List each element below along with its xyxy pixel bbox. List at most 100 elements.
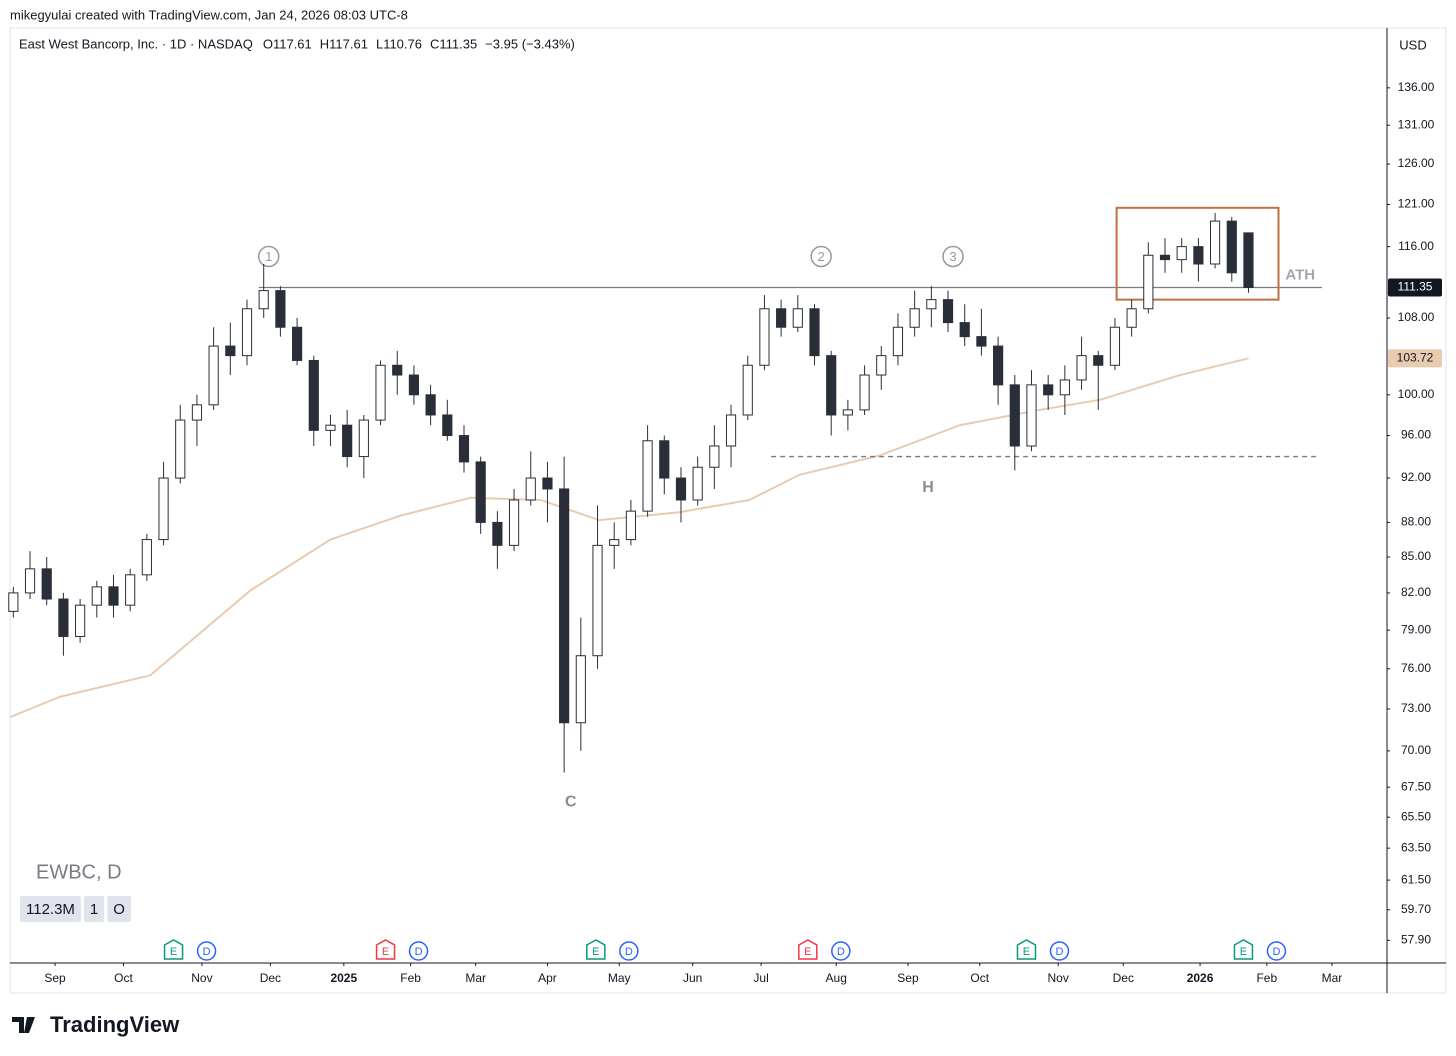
dividend-label: D — [1272, 946, 1280, 958]
earnings-marker[interactable] — [586, 939, 606, 960]
earnings-marker[interactable] — [1016, 939, 1037, 960]
pill-text: 112.3M — [26, 901, 75, 918]
candle-body — [1226, 220, 1237, 274]
dividend-marker[interactable] — [196, 941, 217, 961]
candle-body — [609, 539, 620, 546]
candle-body — [725, 414, 737, 447]
currency: USD — [1399, 37, 1426, 52]
candle-body — [859, 374, 870, 411]
x-tick-label: Mar — [1322, 971, 1343, 985]
candle-body — [91, 586, 102, 606]
candle-body — [275, 290, 286, 328]
earnings-marker[interactable] — [798, 939, 818, 960]
y-tick-label: 85.00 — [1401, 549, 1431, 563]
chart-frame — [9, 27, 1447, 994]
symbol: EWBC, D — [36, 861, 122, 883]
dividend-marker[interactable] — [1266, 941, 1287, 961]
footer-logo: TradingView — [50, 1012, 180, 1037]
candle-body — [375, 364, 386, 421]
peak-marker — [942, 245, 964, 268]
pill: 112.3M — [20, 896, 81, 922]
candle-body — [1176, 246, 1187, 261]
y-tick-label: 59.70 — [1401, 902, 1431, 916]
candle-body — [508, 499, 520, 546]
candle-body — [458, 435, 470, 463]
x-tick-label: Apr — [538, 971, 557, 985]
candle-body — [1043, 384, 1054, 396]
y-tick-label: 67.50 — [1401, 779, 1431, 793]
pill-text: 1 — [90, 901, 98, 918]
candle-body — [408, 374, 420, 396]
x-tick-label: Sep — [897, 971, 919, 985]
y-tick-label: 70.00 — [1401, 743, 1431, 757]
last-price-bg — [1388, 278, 1442, 297]
earnings-label: E — [382, 946, 389, 958]
y-tick-label: 100.00 — [1398, 387, 1435, 401]
x-tick-label: Jul — [753, 971, 768, 985]
candle-body — [1209, 220, 1221, 265]
candle-body — [241, 308, 253, 357]
ma-price-bg — [1388, 349, 1442, 368]
candle-body — [125, 574, 136, 606]
dividend-marker[interactable] — [1049, 941, 1070, 961]
ohlc-value: 110.76 — [383, 36, 422, 51]
pill-bg — [107, 896, 131, 922]
ohlc-key: H — [320, 36, 329, 51]
moving-average — [9, 357, 1249, 719]
candle-body — [592, 544, 603, 657]
dividend-label: D — [1055, 946, 1063, 958]
y-tick-label: 76.00 — [1401, 661, 1431, 675]
peak-marker — [257, 245, 280, 268]
earnings-label: E — [592, 946, 599, 958]
candle-body — [1009, 384, 1020, 447]
chart-title: East West Bancorp, Inc. · 1D · NASDAQ — [19, 36, 253, 51]
dividend-marker[interactable] — [408, 941, 429, 961]
earnings-marker[interactable] — [163, 939, 184, 960]
candle-body — [642, 440, 653, 512]
candle-body — [108, 586, 119, 606]
last-price-label: 111.35 — [1398, 280, 1433, 294]
ath-label: ATH — [1285, 266, 1315, 283]
candle-body — [141, 539, 152, 576]
candle-body — [876, 355, 887, 376]
x-tick-label: Aug — [826, 971, 847, 985]
candle-body — [291, 326, 303, 361]
ohlc-key: O — [263, 36, 273, 51]
y-tick-label: 63.50 — [1401, 840, 1431, 854]
candle-body — [625, 510, 636, 541]
candle-body — [792, 308, 803, 328]
logo-mark — [12, 1017, 35, 1033]
candle-body — [492, 521, 503, 546]
header: mikegyulai created with TradingView.com,… — [10, 7, 408, 22]
x-tick-label: Mar — [465, 971, 486, 985]
earnings-label: E — [170, 946, 177, 958]
candle-body — [442, 414, 453, 437]
candle-body — [342, 424, 353, 458]
x-tick-label: Sep — [44, 971, 66, 985]
candle-body — [24, 568, 36, 594]
candle-body — [909, 308, 920, 328]
earnings-label: E — [1240, 946, 1247, 958]
candle-body — [692, 466, 703, 501]
x-tick-label: Dec — [260, 971, 281, 985]
y-tick-label: 121.00 — [1398, 197, 1435, 211]
y-tick-label: 57.90 — [1401, 933, 1431, 947]
candle-body — [1143, 254, 1154, 310]
y-tick-label: 73.00 — [1401, 701, 1431, 715]
candle-body — [559, 488, 570, 724]
dividend-marker[interactable] — [619, 941, 639, 961]
support-label: H — [922, 479, 934, 496]
ohlc-key: C — [430, 36, 439, 51]
ma-price-label: 103.72 — [1397, 351, 1434, 365]
ohlc-value: 117.61 — [273, 36, 312, 51]
earnings-marker[interactable] — [1233, 939, 1254, 960]
candle-body — [191, 404, 203, 421]
y-tick-label: 116.00 — [1398, 239, 1434, 253]
candle-body — [942, 299, 954, 324]
peak-marker — [810, 245, 832, 268]
candle-body — [776, 308, 787, 328]
candle-body — [1159, 254, 1171, 261]
dividend-marker[interactable] — [831, 941, 851, 961]
earnings-marker[interactable] — [375, 939, 396, 960]
y-tick-label: 92.00 — [1401, 470, 1431, 484]
